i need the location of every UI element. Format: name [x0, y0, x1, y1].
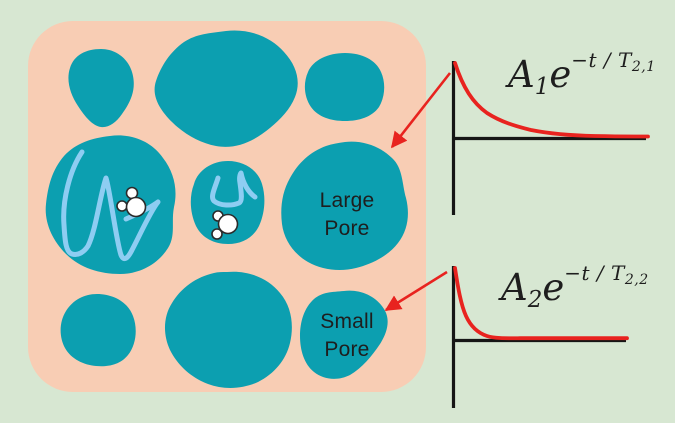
- small-pore-label-line2: Pore: [324, 338, 370, 361]
- small-pore-label-line1: Small: [320, 310, 374, 333]
- large-pore-label-line1: Large: [319, 189, 375, 212]
- formula1-exponent-subscript: 2,1: [631, 59, 656, 75]
- red-arrow-icon-to-large-pore: [390, 72, 452, 149]
- pore-blob-top-middle: [154, 30, 298, 147]
- large-pore-label: Large Pore: [287, 187, 407, 243]
- decay-formula-large-pore: A1e−t / T2,1: [508, 50, 656, 99]
- plot1-decay-curve: [453, 61, 650, 139]
- formula2-exponent-subscript: 2,2: [624, 272, 649, 288]
- molecule-atom: [116, 200, 128, 212]
- formula2-coefficient-subscript: 2: [527, 287, 543, 313]
- formula1-exponent-text: −t / T: [571, 48, 632, 72]
- pore-blob-bottom-middle: [164, 271, 292, 388]
- red-arrow-icon-to-small-pore: [384, 270, 448, 312]
- formula2-exponent-text: −t / T: [564, 261, 625, 285]
- molecule-atom: [211, 228, 223, 240]
- pore-blob-top-right: [304, 53, 385, 121]
- formula2-base: e: [542, 266, 565, 309]
- random-walk-path-icon-large: [61, 149, 161, 262]
- water-molecule-icon-2: [211, 210, 239, 240]
- water-molecule-icon-1: [116, 186, 147, 218]
- pore-blob-large-pore: [281, 141, 408, 270]
- plot2-decay-curve: [453, 266, 629, 341]
- pore-blob-small-pore: [300, 290, 388, 379]
- large-pore-label-line2: Pore: [324, 217, 370, 240]
- pore-blob-top-left: [68, 49, 134, 128]
- formula2-exponent: −t / T2,2: [564, 261, 649, 288]
- formula2-coefficient: A: [501, 266, 528, 309]
- formula1-exponent: −t / T2,1: [571, 48, 656, 75]
- small-pore-label: Small Pore: [287, 308, 407, 364]
- molecule-atom: [217, 213, 239, 235]
- formula1-base: e: [549, 53, 572, 96]
- formula1-coefficient-subscript: 1: [534, 74, 550, 100]
- molecule-atom: [125, 196, 147, 218]
- decay-formula-small-pore: A2e−t / T2,2: [501, 263, 649, 312]
- random-walk-path-icon-small: [210, 170, 258, 208]
- formula1-coefficient: A: [508, 53, 535, 96]
- pore-blob-bottom-left: [60, 294, 136, 367]
